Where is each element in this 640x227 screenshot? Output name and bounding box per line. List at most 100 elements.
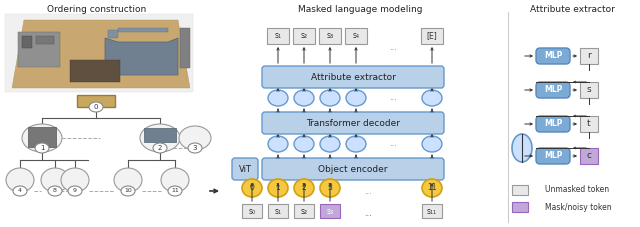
- FancyBboxPatch shape: [536, 116, 570, 132]
- Ellipse shape: [320, 179, 340, 197]
- Text: Attribute extractor: Attribute extractor: [310, 72, 396, 81]
- Text: ...: ...: [364, 187, 372, 195]
- Text: 4: 4: [18, 188, 22, 193]
- Bar: [580, 82, 598, 98]
- FancyBboxPatch shape: [536, 82, 570, 98]
- Ellipse shape: [6, 168, 34, 192]
- Ellipse shape: [268, 136, 288, 152]
- Text: [E]: [E]: [427, 32, 437, 40]
- Text: Mask/noisy token: Mask/noisy token: [545, 202, 612, 212]
- Ellipse shape: [121, 186, 135, 196]
- Text: ViT: ViT: [239, 165, 252, 173]
- Text: Unmasked token: Unmasked token: [545, 185, 609, 195]
- Ellipse shape: [268, 90, 288, 106]
- Text: ...: ...: [389, 94, 397, 103]
- Ellipse shape: [294, 136, 314, 152]
- Text: ...: ...: [389, 44, 397, 52]
- Text: 3: 3: [193, 145, 197, 151]
- Bar: [180, 28, 190, 68]
- Bar: [70, 60, 120, 82]
- Ellipse shape: [168, 186, 182, 196]
- FancyBboxPatch shape: [536, 48, 570, 64]
- FancyBboxPatch shape: [262, 66, 444, 88]
- FancyBboxPatch shape: [232, 158, 258, 180]
- Ellipse shape: [294, 90, 314, 106]
- Ellipse shape: [294, 179, 314, 197]
- Ellipse shape: [320, 136, 340, 152]
- Text: 0: 0: [250, 183, 255, 192]
- Bar: [144, 128, 176, 142]
- Text: ...: ...: [389, 140, 397, 148]
- Text: 8: 8: [53, 188, 57, 193]
- Text: 11: 11: [428, 183, 436, 192]
- Bar: [345, 28, 367, 44]
- Bar: [580, 148, 598, 164]
- FancyBboxPatch shape: [262, 112, 444, 134]
- Bar: [28, 127, 56, 147]
- Text: MLP: MLP: [544, 86, 562, 94]
- Text: 2: 2: [158, 145, 162, 151]
- Bar: [36, 36, 54, 44]
- Bar: [319, 28, 341, 44]
- Bar: [422, 204, 442, 218]
- Bar: [512, 202, 528, 212]
- Ellipse shape: [140, 124, 180, 152]
- Text: MLP: MLP: [544, 52, 562, 61]
- Text: s₃: s₃: [326, 32, 333, 40]
- Text: s₄: s₄: [353, 32, 360, 40]
- Bar: [580, 48, 598, 64]
- Bar: [512, 185, 528, 195]
- Text: 9: 9: [73, 188, 77, 193]
- Ellipse shape: [68, 186, 82, 196]
- Bar: [320, 204, 340, 218]
- Polygon shape: [105, 38, 178, 75]
- Text: 1: 1: [40, 145, 44, 151]
- Text: 3: 3: [328, 183, 332, 192]
- Ellipse shape: [161, 168, 189, 192]
- Ellipse shape: [346, 90, 366, 106]
- Bar: [267, 28, 289, 44]
- Ellipse shape: [48, 186, 62, 196]
- Text: s₁: s₁: [275, 32, 282, 40]
- Ellipse shape: [61, 168, 89, 192]
- Ellipse shape: [35, 143, 49, 153]
- Bar: [293, 28, 315, 44]
- Text: 11: 11: [171, 188, 179, 193]
- Text: 0: 0: [93, 104, 99, 110]
- Text: Object encoder: Object encoder: [318, 165, 388, 173]
- Ellipse shape: [422, 179, 442, 197]
- Text: ...: ...: [364, 209, 372, 217]
- Ellipse shape: [346, 136, 366, 152]
- Polygon shape: [108, 30, 118, 38]
- Ellipse shape: [242, 179, 262, 197]
- Ellipse shape: [268, 179, 288, 197]
- Text: s₁₁: s₁₁: [427, 207, 437, 215]
- Text: 1: 1: [276, 183, 280, 192]
- Bar: [268, 204, 288, 218]
- FancyBboxPatch shape: [536, 148, 570, 164]
- Text: s₂: s₂: [300, 32, 308, 40]
- Ellipse shape: [22, 124, 62, 152]
- Polygon shape: [12, 20, 190, 88]
- Text: c: c: [586, 151, 591, 160]
- Ellipse shape: [188, 143, 202, 153]
- Ellipse shape: [512, 134, 532, 162]
- Text: r: r: [587, 52, 591, 61]
- Ellipse shape: [41, 168, 69, 192]
- Bar: [242, 204, 262, 218]
- Ellipse shape: [422, 136, 442, 152]
- Bar: [18, 32, 60, 67]
- Ellipse shape: [114, 168, 142, 192]
- Bar: [421, 28, 443, 44]
- Text: Masked language modeling: Masked language modeling: [298, 5, 422, 13]
- Text: MLP: MLP: [544, 119, 562, 128]
- Bar: [294, 204, 314, 218]
- Text: 2: 2: [301, 183, 307, 192]
- Text: 10: 10: [124, 188, 132, 193]
- Polygon shape: [118, 28, 168, 32]
- Bar: [22, 36, 32, 48]
- Ellipse shape: [13, 186, 27, 196]
- Text: s₃: s₃: [326, 207, 333, 215]
- Ellipse shape: [179, 126, 211, 150]
- Text: Transformer decoder: Transformer decoder: [306, 118, 400, 128]
